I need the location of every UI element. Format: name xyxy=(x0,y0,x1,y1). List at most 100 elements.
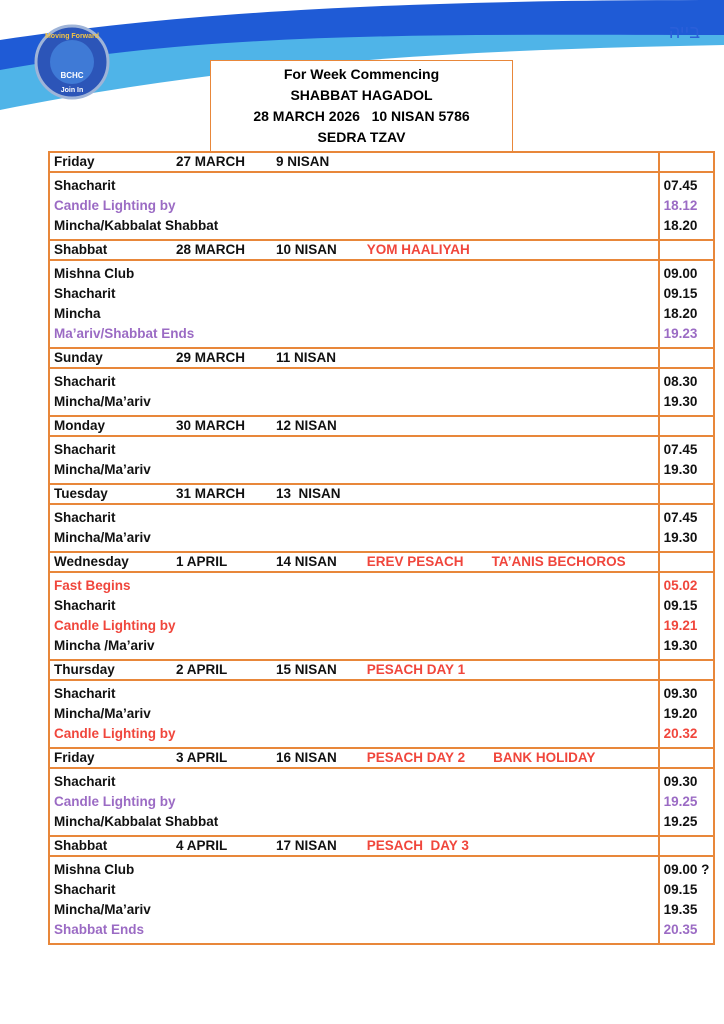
day-body-row: Shacharit Mincha/Ma’ariv 07.45 19.30 xyxy=(48,435,716,485)
service-time: 19.30 xyxy=(663,638,698,653)
day-body-row: Shacharit Mincha/Ma’ariv Candle Lighting b… xyxy=(48,679,716,749)
day-header: Sunday 29 MARCH 11 NISAN xyxy=(54,349,654,367)
day-header: Thursday 2 APRIL 15 NISAN PESACH DAY 1 xyxy=(54,661,654,679)
service-time: 19.30 xyxy=(663,394,698,409)
service-label: Candle Lighting by xyxy=(54,726,176,741)
hebrew-date: 14 NISAN xyxy=(276,554,337,569)
service-time: 19.21 xyxy=(663,618,698,633)
time-cell: 07.45 18.12 18.20 xyxy=(657,171,716,241)
service-time: 09.15 xyxy=(663,882,698,897)
service-time: 09.15 xyxy=(663,598,698,613)
day-note: EREV PESACH xyxy=(366,554,464,569)
date: 31 MARCH xyxy=(176,486,246,501)
hebrew-date: 10 NISAN xyxy=(276,242,337,257)
label-cell: Shacharit Mincha/Ma’ariv xyxy=(48,435,660,485)
service-label: Shacharit xyxy=(54,510,116,525)
service-label: Shabbat Ends xyxy=(54,922,145,937)
logo-bottom: Join In xyxy=(61,87,84,94)
hebrew-date: 9 NISAN xyxy=(276,154,330,169)
hebrew-date: 11 NISAN xyxy=(276,350,337,365)
time-cell: 09.30 19.20 20.32 xyxy=(657,679,716,749)
day-header-cell: Monday 30 MARCH 12 NISAN xyxy=(48,415,660,437)
day-body-row: Fast Begins Shacharit Candle Lighting by Mi… xyxy=(48,571,716,661)
day-header-cell: Shabbat 28 MARCH 10 NISAN YOM HAALIYAH xyxy=(48,239,660,261)
service-time: 19.20 xyxy=(663,706,698,721)
header-decoration: Moving Forward BCHC Join In xyxy=(0,0,724,110)
logo-top: Moving Forward xyxy=(45,33,99,40)
day-body-row: Shacharit Candle Lighting by Mincha/Kabbal… xyxy=(48,767,716,837)
time-cell: 09.30 19.25 19.25 xyxy=(657,767,716,837)
date: 27 MARCH xyxy=(176,154,246,169)
time-header-cell xyxy=(657,239,716,261)
label-cell: Shacharit Candle Lighting by Mincha/Kabbal… xyxy=(48,171,660,241)
label-cell: Mishna Club Shacharit Mincha Ma’ariv/Shabba… xyxy=(48,259,660,349)
service-time: 07.45 xyxy=(663,178,698,193)
day-header-row: Shabbat 4 APRIL 17 NISAN PESACH DAY 3 xyxy=(48,835,716,857)
day-name: Shabbat xyxy=(54,242,108,257)
day-name: Monday xyxy=(54,418,106,433)
time-header-cell xyxy=(657,747,716,769)
service-time: 09.00 ? xyxy=(663,862,710,877)
service-time: 09.15 xyxy=(663,286,698,301)
service-time: 19.23 xyxy=(663,326,698,341)
service-label: Mincha/Ma’ariv xyxy=(54,706,151,721)
hebrew-date: 12 NISAN xyxy=(276,418,337,433)
day-name: Thursday xyxy=(54,662,115,677)
service-label: Mincha/Kabbalat Shabbat xyxy=(54,218,219,233)
title-line: For Week Commencing xyxy=(283,66,440,82)
service-label: Fast Begins xyxy=(54,578,131,593)
service-time: 19.30 xyxy=(663,530,698,545)
time-cell: 09.00 ? 09.15 19.35 20.35 xyxy=(657,855,716,945)
service-label: Mishna Club xyxy=(54,862,135,877)
date: 3 APRIL xyxy=(176,750,228,765)
day-header: Monday 30 MARCH 12 NISAN xyxy=(54,417,654,435)
service-label: Mincha/Kabbalat Shabbat xyxy=(54,814,219,829)
service-time: 18.12 xyxy=(663,198,698,213)
hebrew-date: 15 NISAN xyxy=(276,662,337,677)
day-note: PESACH DAY 2 xyxy=(366,750,466,765)
service-time: 05.02 xyxy=(663,578,698,593)
date: 30 MARCH xyxy=(176,418,246,433)
day-name: Wednesday xyxy=(54,554,129,569)
date: 2 APRIL xyxy=(176,662,228,677)
service-label: Shacharit xyxy=(54,178,116,193)
service-label: Mincha xyxy=(54,306,101,321)
day-header-row: Tuesday 31 MARCH 13 NISAN xyxy=(48,483,716,505)
day-header: Friday 3 APRIL 16 NISAN PESACH DAY 2 BANK HO… xyxy=(54,749,654,767)
service-label: Mishna Club xyxy=(54,266,135,281)
day-body-row: Shacharit Candle Lighting by Mincha/Kabbal… xyxy=(48,171,716,241)
hebrew-date: 13 NISAN xyxy=(276,486,341,501)
hebrew-heading: בייה xyxy=(668,22,700,42)
service-label: Shacharit xyxy=(54,774,116,789)
label-cell: Shacharit Mincha/Ma’ariv xyxy=(48,503,660,553)
time-cell: 08.30 19.30 xyxy=(657,367,716,417)
time-header-cell xyxy=(657,415,716,437)
schedule-table: Friday 27 MARCH 9 NISAN Shacharit Candle Lig… xyxy=(48,151,716,945)
day-header-row: Monday 30 MARCH 12 NISAN xyxy=(48,415,716,437)
day-header-row: Shabbat 28 MARCH 10 NISAN YOM HAALIYAH xyxy=(48,239,716,261)
day-name: Tuesday xyxy=(54,486,108,501)
date: 29 MARCH xyxy=(176,350,246,365)
day-header-cell: Sunday 29 MARCH 11 NISAN xyxy=(48,347,660,369)
label-cell: Shacharit Mincha/Ma’ariv xyxy=(48,367,660,417)
label-cell: Fast Begins Shacharit Candle Lighting by Mi… xyxy=(48,571,660,661)
day-header-cell: Friday 27 MARCH 9 NISAN xyxy=(48,151,660,173)
day-header-cell: Thursday 2 APRIL 15 NISAN PESACH DAY 1 xyxy=(48,659,660,681)
service-label: Candle Lighting by xyxy=(54,198,176,213)
service-time: 09.00 xyxy=(663,266,698,281)
day-header-row: Friday 3 APRIL 16 NISAN PESACH DAY 2 BANK HO… xyxy=(48,747,716,769)
day-note: YOM HAALIYAH xyxy=(366,242,470,257)
service-label: Ma’ariv/Shabbat Ends xyxy=(54,326,195,341)
day-body-row: Mishna Club Shacharit Mincha/Ma’ariv Shabba… xyxy=(48,855,716,945)
day-header-row: Friday 27 MARCH 9 NISAN xyxy=(48,151,716,173)
service-label: Candle Lighting by xyxy=(54,794,176,809)
hebrew-date: 16 NISAN xyxy=(276,750,337,765)
label-cell: Shacharit Mincha/Ma’ariv Candle Lighting b… xyxy=(48,679,660,749)
hebrew-date: 17 NISAN xyxy=(276,838,337,853)
time-header-cell xyxy=(657,835,716,857)
time-cell: 07.45 19.30 xyxy=(657,503,716,553)
service-label: Mincha/Ma’ariv xyxy=(54,462,151,477)
label-cell: Mishna Club Shacharit Mincha/Ma’ariv Shabba… xyxy=(48,855,660,945)
service-label: Mincha/Ma’ariv xyxy=(54,530,151,545)
